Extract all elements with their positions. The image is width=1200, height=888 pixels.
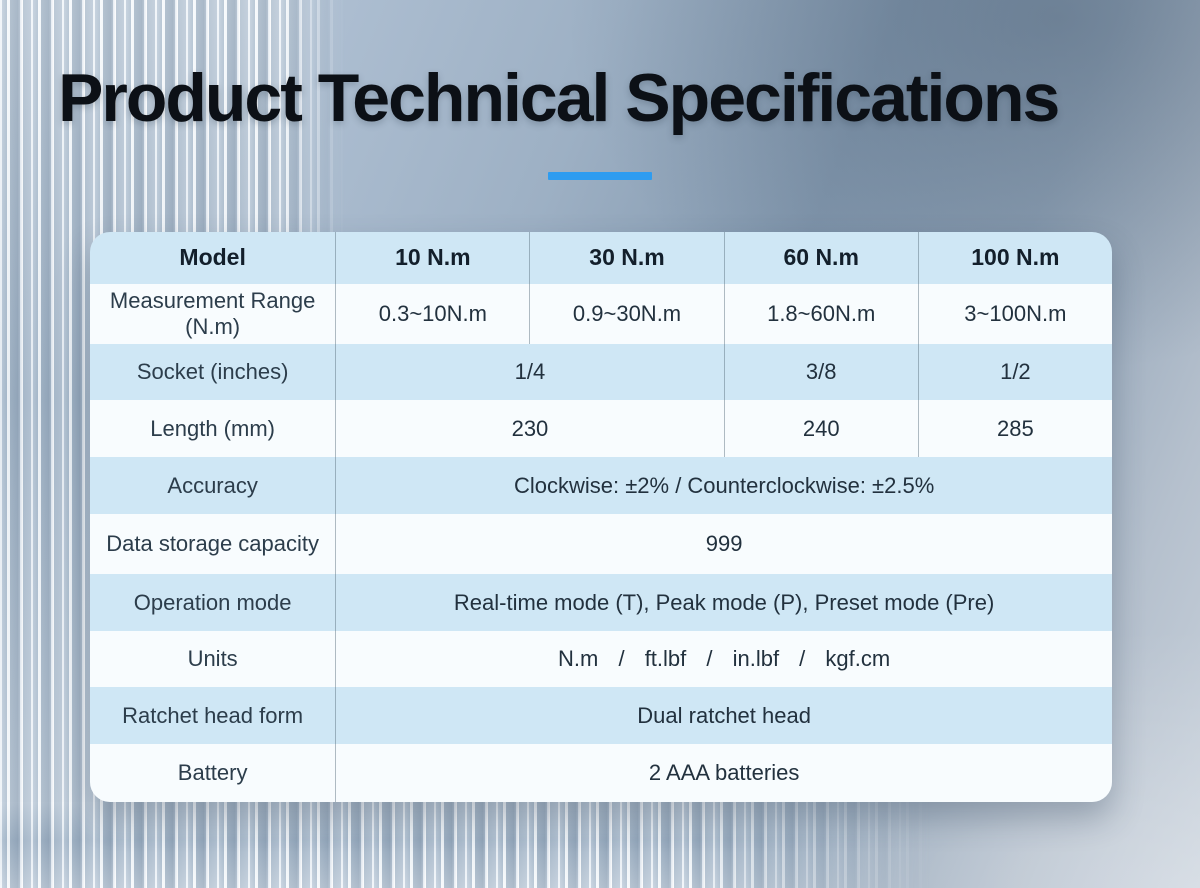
corrugated-metal-texture-bottom: [0, 802, 960, 888]
column-header-10nm: 10 N.m: [335, 232, 529, 284]
row-label: Operation mode: [133, 589, 292, 615]
specs-table: Model 10 N.m 30 N.m 60 N.m 100 N.m Measu…: [90, 232, 1112, 802]
spec-row-accuracy: Accuracy Clockwise: ±2% / Counterclockwi…: [90, 457, 1112, 514]
column-header-30nm: 30 N.m: [529, 232, 723, 284]
row-label: Units: [187, 646, 238, 672]
model-header-cell: Model: [179, 244, 246, 271]
value-cell-merged: 230: [335, 400, 723, 457]
column-header-100nm: 100 N.m: [917, 232, 1112, 284]
spec-row-socket: Socket (inches) 1/4 3/8 1/2: [90, 344, 1112, 400]
value-cell-fullspan: Clockwise: ±2% / Counterclockwise: ±2.5%: [335, 457, 1112, 514]
value-cell: 3/8: [723, 344, 918, 400]
value-cell: 285: [917, 400, 1112, 457]
spec-row-data-storage: Data storage capacity 999: [90, 514, 1112, 574]
row-label: Length (mm): [150, 415, 275, 441]
row-label: Measurement Range (N.m): [109, 288, 316, 339]
table-header-row: Model 10 N.m 30 N.m 60 N.m 100 N.m: [90, 232, 1112, 284]
row-label: Accuracy: [167, 472, 258, 498]
value-cell-fullspan: 2 AAA batteries: [335, 744, 1112, 802]
value-cell: 3~100N.m: [917, 284, 1112, 344]
spec-row-operation-mode: Operation mode Real-time mode (T), Peak …: [90, 574, 1112, 631]
value-cell: 1.8~60N.m: [723, 284, 918, 344]
value-cell-fullspan: 999: [335, 514, 1112, 574]
spec-row-battery: Battery 2 AAA batteries: [90, 744, 1112, 802]
value-cell: 1/2: [917, 344, 1112, 400]
value-cell: 0.9~30N.m: [529, 284, 723, 344]
spec-row-units: Units N.m / ft.lbf / in.lbf / kgf.cm: [90, 631, 1112, 687]
spec-row-length: Length (mm) 230 240 285: [90, 400, 1112, 457]
value-cell-merged: 1/4: [335, 344, 723, 400]
spec-row-ratchet-head: Ratchet head form Dual ratchet head: [90, 687, 1112, 744]
value-cell-fullspan: N.m / ft.lbf / in.lbf / kgf.cm: [335, 631, 1112, 687]
row-label: Ratchet head form: [122, 702, 304, 728]
title-underline-accent: [548, 172, 652, 180]
value-cell: 0.3~10N.m: [335, 284, 529, 344]
value-cell: 240: [723, 400, 918, 457]
value-cell-fullspan: Real-time mode (T), Peak mode (P), Prese…: [335, 574, 1112, 631]
row-label: Battery: [177, 760, 248, 786]
row-label: Data storage capacity: [106, 531, 320, 557]
page-title: Product Technical Specifications: [58, 60, 1060, 136]
spec-row-measurement-range: Measurement Range (N.m) 0.3~10N.m 0.9~30…: [90, 284, 1112, 344]
column-header-60nm: 60 N.m: [723, 232, 918, 284]
value-cell-fullspan: Dual ratchet head: [335, 687, 1112, 744]
row-label: Socket (inches): [136, 359, 289, 385]
